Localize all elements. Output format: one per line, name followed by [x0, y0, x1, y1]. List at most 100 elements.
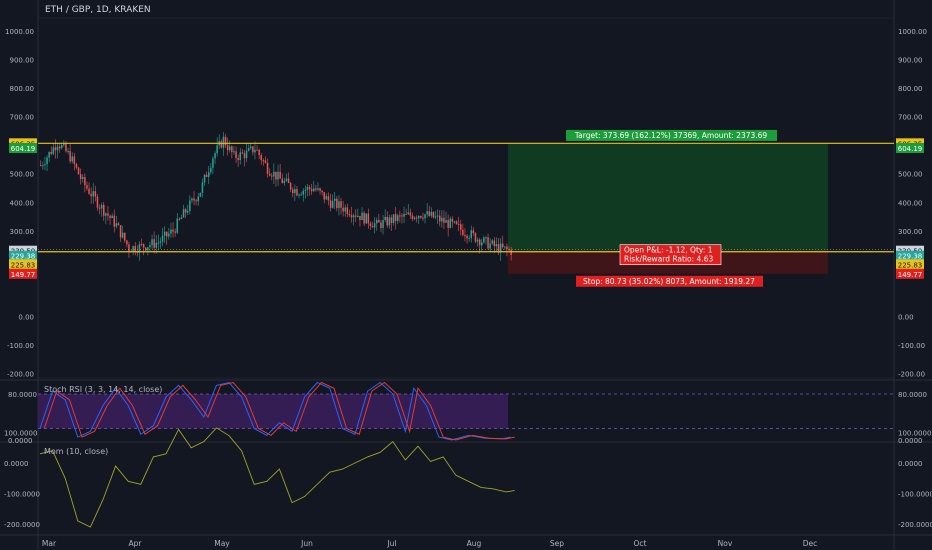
candle-body — [441, 217, 443, 222]
price-badge-right — [896, 259, 924, 270]
candle-body — [329, 200, 332, 208]
price-tick-left: -200.00 — [7, 371, 34, 379]
candle-body — [493, 240, 496, 247]
stoch-tick-left: 80.0000 — [8, 391, 37, 399]
candle-body — [182, 209, 185, 218]
price-tick-right: 400.00 — [898, 199, 923, 207]
candle-body — [266, 162, 269, 174]
price-tick-left: 500.00 — [10, 171, 35, 179]
candle-body — [153, 239, 155, 248]
candle-body — [197, 196, 199, 202]
candle-body — [478, 239, 481, 246]
candle-body — [487, 237, 489, 249]
candle-body — [304, 189, 307, 191]
candle-body — [163, 231, 166, 236]
candle-body — [56, 146, 59, 151]
price-tick-left: 700.00 — [10, 114, 35, 122]
candle-body — [254, 149, 256, 153]
candle-body — [159, 241, 162, 243]
candle-body — [397, 215, 399, 222]
candle-body — [287, 178, 290, 184]
candle-body — [161, 235, 164, 242]
candle-body — [96, 196, 99, 208]
candle-body — [273, 171, 275, 177]
candle-body — [250, 146, 252, 149]
candle-body — [504, 246, 506, 248]
candle-body — [147, 247, 149, 251]
candle-body — [285, 178, 288, 181]
candle-body — [428, 211, 430, 216]
candle-body — [352, 215, 355, 218]
candle-body — [298, 194, 300, 196]
candle-body — [409, 212, 412, 216]
candle-body — [42, 165, 44, 167]
price-tick-right: -200.00 — [898, 371, 925, 379]
candle-body — [359, 215, 361, 221]
candle-body — [447, 220, 449, 228]
candle-body — [75, 163, 78, 168]
candle-body — [418, 216, 420, 219]
candle-body — [107, 213, 109, 216]
candle-body — [243, 153, 246, 159]
candle-body — [205, 174, 208, 177]
candle-body — [405, 213, 407, 215]
candle-body — [86, 185, 88, 189]
candle-body — [310, 189, 313, 192]
candle-body — [157, 242, 160, 244]
candle-body — [229, 146, 231, 151]
candle-body — [71, 156, 73, 162]
candle-body — [117, 223, 120, 226]
candle-body — [88, 188, 90, 194]
candle-body — [100, 204, 103, 209]
candle-body — [271, 175, 273, 177]
candle-body — [327, 196, 330, 201]
candle-body — [239, 152, 241, 160]
candle-body — [464, 235, 466, 237]
candle-body — [247, 148, 250, 151]
price-tick-right: 300.00 — [898, 228, 923, 236]
candle-body — [61, 145, 63, 149]
candle-body — [462, 229, 464, 236]
profit-zone — [508, 143, 828, 251]
price-tick-right: -100.00 — [898, 342, 925, 350]
candle-body — [491, 240, 493, 244]
candle-body — [315, 188, 317, 190]
candle-body — [237, 157, 239, 160]
candle-body — [69, 151, 71, 162]
time-label-nov: Nov — [718, 539, 733, 548]
candle-body — [283, 180, 286, 184]
candle-body — [90, 193, 92, 197]
price-badge-right — [896, 143, 924, 153]
candle-body — [363, 212, 365, 224]
mom-tick-left: 0.0000 — [4, 460, 29, 468]
candle-body — [481, 242, 483, 246]
candle-body — [65, 143, 67, 152]
candle-body — [502, 243, 504, 247]
candle-body — [380, 222, 382, 228]
candle-body — [231, 146, 233, 153]
candle-body — [474, 233, 477, 242]
candle-body — [313, 188, 315, 192]
position-labels: 606.35604.19230.50229.38225.83149.77606.… — [9, 129, 924, 287]
candle-body — [92, 191, 94, 197]
price-badge-left — [9, 143, 37, 153]
candle-body — [98, 207, 101, 209]
candle-body — [46, 157, 48, 165]
candle-body — [472, 230, 475, 234]
candle-body — [52, 147, 55, 154]
candle-body — [84, 177, 86, 186]
mom-tick-left: -100.0000 — [4, 491, 40, 499]
candle-body — [199, 192, 202, 197]
pnl-label: Open P&L: -1.12, Qty: 1 — [624, 246, 713, 255]
candle-body — [275, 171, 277, 180]
candle-body — [336, 198, 338, 209]
candle-body — [367, 213, 370, 224]
price-badge-left — [9, 250, 37, 261]
price-badge-left-label: 604.19 — [11, 145, 36, 153]
candle-body — [495, 244, 498, 247]
candle-body — [439, 215, 441, 222]
price-badge-left-label: 149.77 — [11, 271, 36, 279]
candle-body — [174, 231, 176, 233]
